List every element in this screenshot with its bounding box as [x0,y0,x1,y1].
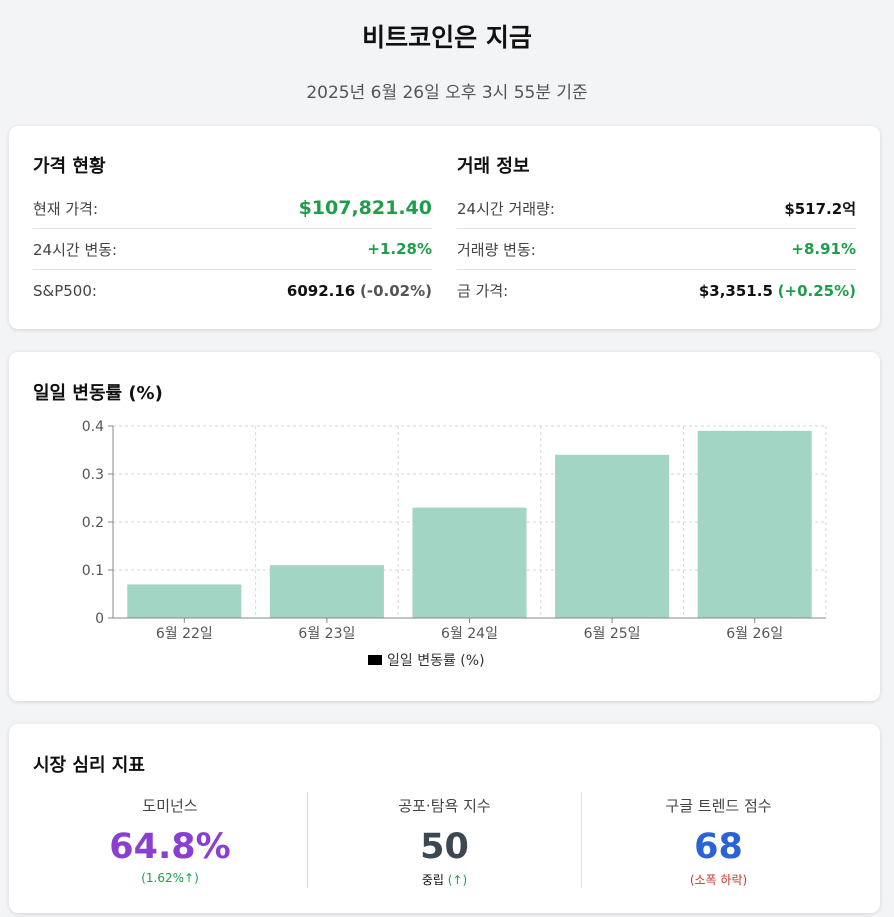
current-price-row: 현재 가격: $107,821.40 [33,188,432,229]
volume-value: $517.2억 [784,199,856,218]
google-trend-label: 구글 트렌드 점수 [665,797,772,815]
fear-greed-arrow: (↑) [447,873,468,887]
trade-info-heading: 거래 정보 [457,156,530,177]
page-subtitle: 2025년 6월 26일 오후 3시 55분 기준 [306,83,588,103]
volume-change-label: 거래량 변동: [457,240,536,259]
fear-greed-status: 중립 [421,873,444,887]
page-title: 비트코인은 지금 [362,23,532,52]
google-trend-note: (소폭 하락) [689,873,748,887]
gold-change: (+0.25%) [777,281,856,300]
fear-greed-label: 공포·탐욕 지수 [398,797,491,815]
sp500-row: S&P500: 6092.16 (-0.02%) [33,270,432,311]
price-status-heading: 가격 현황 [33,156,106,177]
x-tick-label: 6월 24일 [441,626,498,642]
gold-value-group: $3,351.5 (+0.25%) [699,282,856,300]
y-tick-label: 0.1 [82,563,104,579]
bar [412,507,527,618]
volume-row: 24시간 거래량: $517.2억 [457,188,856,229]
current-price-value: $107,821.40 [298,197,432,219]
volume-change-value: +8.91% [791,240,856,258]
y-tick-label: 0.3 [82,467,104,483]
gold-row: 금 가격: $3,351.5 (+0.25%) [457,270,856,311]
google-trend-metric: 구글 트렌드 점수 68 (소폭 하락) [581,792,855,888]
dominance-note: (1.62%↑) [141,871,199,885]
dominance-value: 64.8% [109,827,231,867]
current-price-label: 현재 가격: [33,199,99,218]
change-24h-label: 24시간 변동: [33,240,118,259]
gold-value: $3,351.5 [698,281,773,300]
bar [127,584,242,618]
sp500-value: 6092.16 [286,281,356,300]
fear-greed-note: 중립 (↑) [308,871,581,888]
bar [697,430,812,618]
info-card: 가격 현황 현재 가격: $107,821.40 24시간 변동: +1.28%… [9,126,880,329]
y-tick-label: 0 [95,611,104,627]
y-tick-label: 0.2 [82,515,104,531]
legend-swatch [368,655,382,665]
y-tick-label: 0.4 [82,419,104,435]
chart-card: 0 0.1 0.2 0.3 0.4 6월 22일 6월 23일 6월 24일 6월 25일 6월 … [9,352,880,701]
legend-label: 일일 변동률 (%) [387,653,485,669]
sp500-value-group: 6092.16 (-0.02%) [287,282,432,300]
dominance-metric: 도미넌스 64.8% (1.62%↑) [33,792,307,888]
dominance-label: 도미넌스 [142,797,198,815]
bar [555,454,670,618]
google-trend-value: 68 [694,827,743,867]
gold-label: 금 가격: [457,282,509,300]
fear-greed-metric: 공포·탐욕 지수 50 중립 (↑) [307,792,581,888]
trade-info-section: 거래 정보 24시간 거래량: $517.2억 거래량 변동: +8.91% 금… [457,152,856,311]
volume-label: 24시간 거래량: [457,199,555,218]
fear-greed-value: 50 [420,827,469,867]
sentiment-heading: 시장 심리 지표 [33,755,145,776]
volume-change-row: 거래량 변동: +8.91% [457,229,856,270]
chart-title: 일일 변동률 (%) [33,383,163,404]
sp500-label: S&P500: [33,281,97,300]
sp500-change: (-0.02%) [360,281,432,300]
x-tick-label: 6월 23일 [298,626,355,642]
x-tick-label: 6월 22일 [156,626,213,642]
daily-change-chart: 0 0.1 0.2 0.3 0.4 6월 22일 6월 23일 6월 24일 6월 25일 6월 … [82,419,827,669]
bar [269,565,384,618]
price-status-section: 가격 현황 현재 가격: $107,821.40 24시간 변동: +1.28%… [33,152,432,311]
x-tick-label: 6월 25일 [584,626,641,642]
sentiment-card: 시장 심리 지표 도미넌스 64.8% (1.62%↑) 공포·탐욕 지수 50… [9,724,880,913]
change-24h-value: +1.28% [367,240,432,258]
x-tick-label: 6월 26일 [726,626,783,642]
change-24h-row: 24시간 변동: +1.28% [33,229,432,270]
